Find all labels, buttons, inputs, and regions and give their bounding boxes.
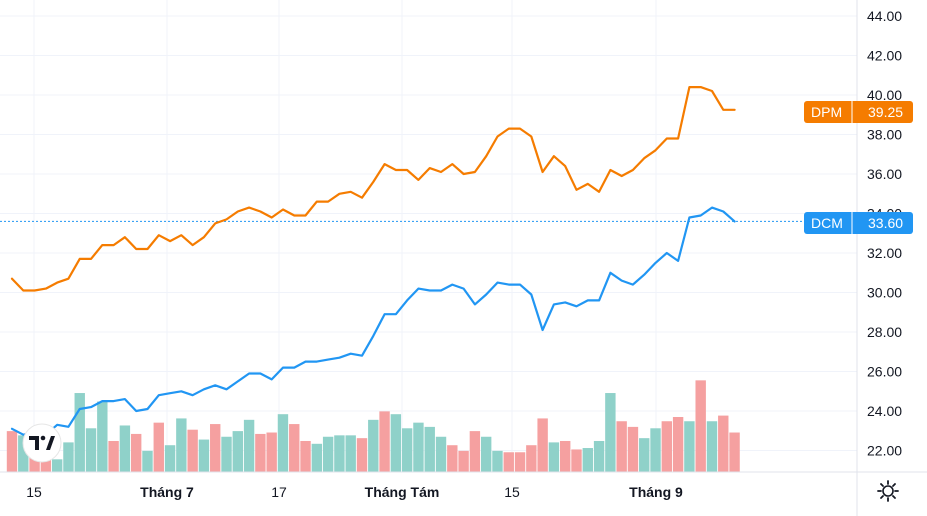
volume-bar — [300, 440, 311, 472]
volume-bar — [232, 431, 243, 472]
volume-bar — [661, 421, 673, 472]
volume-bar — [119, 425, 131, 472]
volume-bar — [85, 428, 97, 472]
gear-icon[interactable] — [877, 480, 899, 502]
grid-lines — [0, 0, 857, 472]
volume-bar — [435, 436, 447, 472]
x-tick-label: Tháng Tám — [365, 484, 440, 500]
volume-bar — [130, 433, 142, 472]
volume-bar — [548, 442, 560, 472]
volume-bar — [503, 452, 514, 472]
volume-bar — [18, 435, 29, 472]
y-tick-label: 36.00 — [867, 166, 902, 182]
volume-bar — [650, 428, 661, 472]
volume-bar — [469, 431, 481, 472]
volume-bar — [605, 393, 616, 472]
volume-bar — [63, 442, 74, 472]
volume-bar — [277, 414, 289, 472]
volume-bar — [684, 421, 695, 472]
volume-bar — [176, 418, 187, 472]
dpm-badge: DPM 39.25 — [804, 101, 913, 123]
price-axis[interactable]: 22.0024.0026.0028.0030.0032.0034.0036.00… — [867, 8, 902, 459]
volume-bar — [74, 393, 85, 472]
volume-bar — [718, 415, 729, 472]
x-tick-label: 17 — [271, 484, 287, 500]
y-tick-label: 44.00 — [867, 8, 902, 24]
y-tick-label: 22.00 — [867, 443, 902, 459]
volume-bar — [514, 452, 526, 472]
time-axis[interactable]: 15 Tháng 7 17 Tháng Tám 15 Tháng 9 — [26, 484, 683, 500]
y-tick-label: 32.00 — [867, 245, 902, 261]
volume-bar — [221, 436, 232, 472]
volume-bar — [424, 426, 435, 472]
y-tick-label: 40.00 — [867, 87, 902, 103]
volume-bar — [356, 438, 368, 472]
y-tick-label: 26.00 — [867, 364, 902, 380]
volume-bar — [379, 411, 390, 472]
y-tick-label: 30.00 — [867, 285, 902, 301]
volume-bar — [706, 421, 718, 472]
volume-bar — [729, 432, 740, 472]
dcm-series-line — [10, 206, 736, 436]
volume-bar — [639, 438, 650, 472]
volume-bar — [51, 459, 63, 472]
volume-bar — [616, 421, 627, 472]
volume-bar — [164, 445, 176, 472]
volume-bar — [627, 426, 639, 472]
volume-bar — [187, 429, 198, 472]
y-tick-label: 28.00 — [867, 324, 902, 340]
volume-bar — [593, 440, 605, 472]
volume-bar — [322, 436, 334, 472]
volume-bar — [97, 401, 108, 472]
volume-bar — [243, 419, 255, 472]
volume-bar — [311, 443, 323, 472]
y-tick-label: 42.00 — [867, 48, 902, 64]
dpm-badge-name: DPM — [811, 104, 842, 120]
x-tick-label: 15 — [504, 484, 520, 500]
volume-bar — [255, 433, 266, 472]
volume-bar — [492, 450, 503, 472]
volume-bar — [6, 431, 18, 472]
volume-bar — [345, 435, 356, 472]
tradingview-logo[interactable] — [22, 423, 62, 463]
volume-bar — [108, 440, 119, 472]
volume-bar — [695, 380, 706, 472]
volume-bar — [210, 424, 221, 472]
dpm-series-line — [10, 86, 736, 292]
x-tick-label: Tháng 9 — [629, 484, 683, 500]
y-tick-label: 38.00 — [867, 127, 902, 143]
volume-bar — [401, 428, 413, 472]
volume-bar — [334, 435, 345, 472]
volume-bar — [571, 449, 582, 472]
volume-bar — [413, 422, 424, 472]
dcm-badge-name: DCM — [811, 215, 843, 231]
dcm-badge: DCM 33.60 — [804, 212, 913, 234]
volume-bar — [153, 422, 164, 472]
volume-bar — [560, 440, 571, 472]
volume-bar — [447, 445, 458, 472]
volume-bar — [526, 445, 537, 472]
volume-bar — [458, 450, 469, 472]
volume-bar — [266, 432, 277, 472]
volume-bar — [480, 436, 492, 472]
volume-bars — [6, 380, 740, 472]
volume-bar — [142, 450, 153, 472]
x-tick-label: Tháng 7 — [140, 484, 194, 500]
y-tick-label: 24.00 — [867, 403, 902, 419]
price-series — [10, 86, 736, 436]
volume-bar — [672, 417, 684, 472]
volume-bar — [198, 439, 210, 472]
volume-bar — [390, 414, 402, 472]
dcm-badge-value: 33.60 — [868, 215, 903, 231]
volume-bar — [537, 418, 548, 472]
volume-bar — [289, 424, 300, 472]
volume-bar — [582, 448, 593, 472]
x-tick-label: 15 — [26, 484, 42, 500]
volume-bar — [368, 419, 379, 472]
dpm-badge-value: 39.25 — [868, 104, 903, 120]
